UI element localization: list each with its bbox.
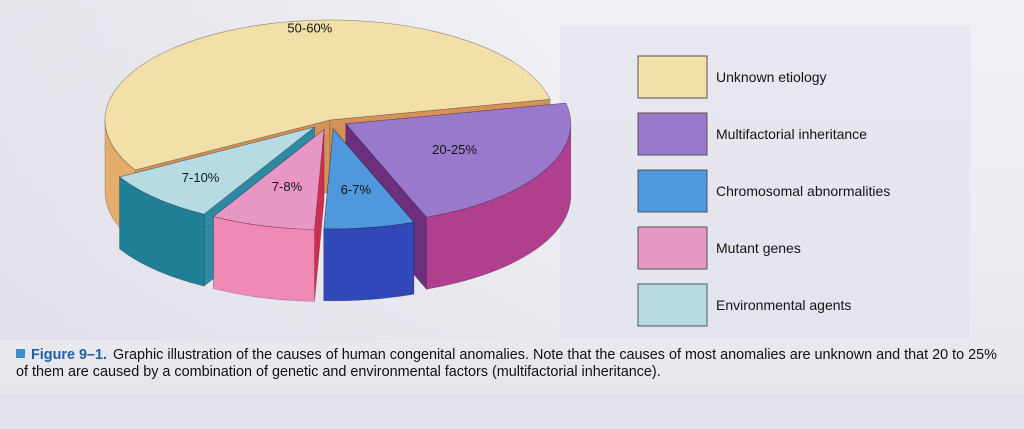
legend-item-multifactorial: Multifactorial inheritance [637, 112, 867, 156]
pie-label-chromosomal: 6-7% [341, 182, 372, 197]
legend-item-mutant: Mutant genes [637, 226, 801, 270]
pie-label-mutant: 7-8% [272, 179, 303, 194]
pie-group [104, 19, 572, 302]
figure-label: Figure 9–1. [31, 347, 107, 363]
pie-slice-mutant-side-0 [213, 216, 315, 302]
pie-slice-environmental-top [118, 126, 315, 215]
figure-marker-icon [16, 349, 25, 358]
legend: Unknown etiology Multifactorial inheritan… [637, 55, 890, 327]
legend-swatch-unknown [637, 55, 708, 99]
pie-slice-mutant-top [212, 128, 325, 230]
legend-swatch-mutant [637, 226, 708, 270]
legend-swatch-chromosomal [637, 169, 708, 213]
pie-slice-multifactorial-top [345, 102, 572, 218]
pie-label-multifactorial: 20-25% [432, 142, 477, 157]
legend-item-environmental: Environmental agents [637, 283, 851, 327]
pie-label-group: 50-60% 20-25% 6-7% 7-8% 7-10% [182, 21, 478, 197]
legend-item-chromosomal: Chromosomal abnormalities [637, 169, 890, 213]
pie-label-environmental: 7-10% [182, 170, 220, 185]
caption-text: Graphic illustration of the causes of hu… [16, 347, 997, 380]
legend-label-chromosomal: Chromosomal abnormalities [716, 183, 890, 199]
legend-label-environmental: Environmental agents [716, 297, 851, 313]
legend-label-mutant: Mutant genes [716, 240, 801, 256]
pie-slice-chromosomal-side-0 [323, 221, 415, 302]
legend-item-unknown: Unknown etiology [637, 55, 827, 99]
legend-swatch-multifactorial [637, 112, 708, 156]
pie-slice-unknown-top [104, 19, 551, 171]
legend-swatch-environmental [637, 283, 708, 327]
pie-label-unknown: 50-60% [287, 21, 332, 36]
legend-label-multifactorial: Multifactorial inheritance [716, 126, 867, 142]
figure-caption: Figure 9–1. Graphic illustration of the c… [16, 347, 1008, 381]
background-panel [560, 26, 970, 338]
legend-label-unknown: Unknown etiology [716, 69, 827, 85]
background-bottom-band [0, 395, 1024, 429]
pie-slice-chromosomal-top [323, 128, 415, 230]
pie-slice-mutant [212, 128, 325, 302]
pie-slice-chromosomal [323, 128, 415, 302]
